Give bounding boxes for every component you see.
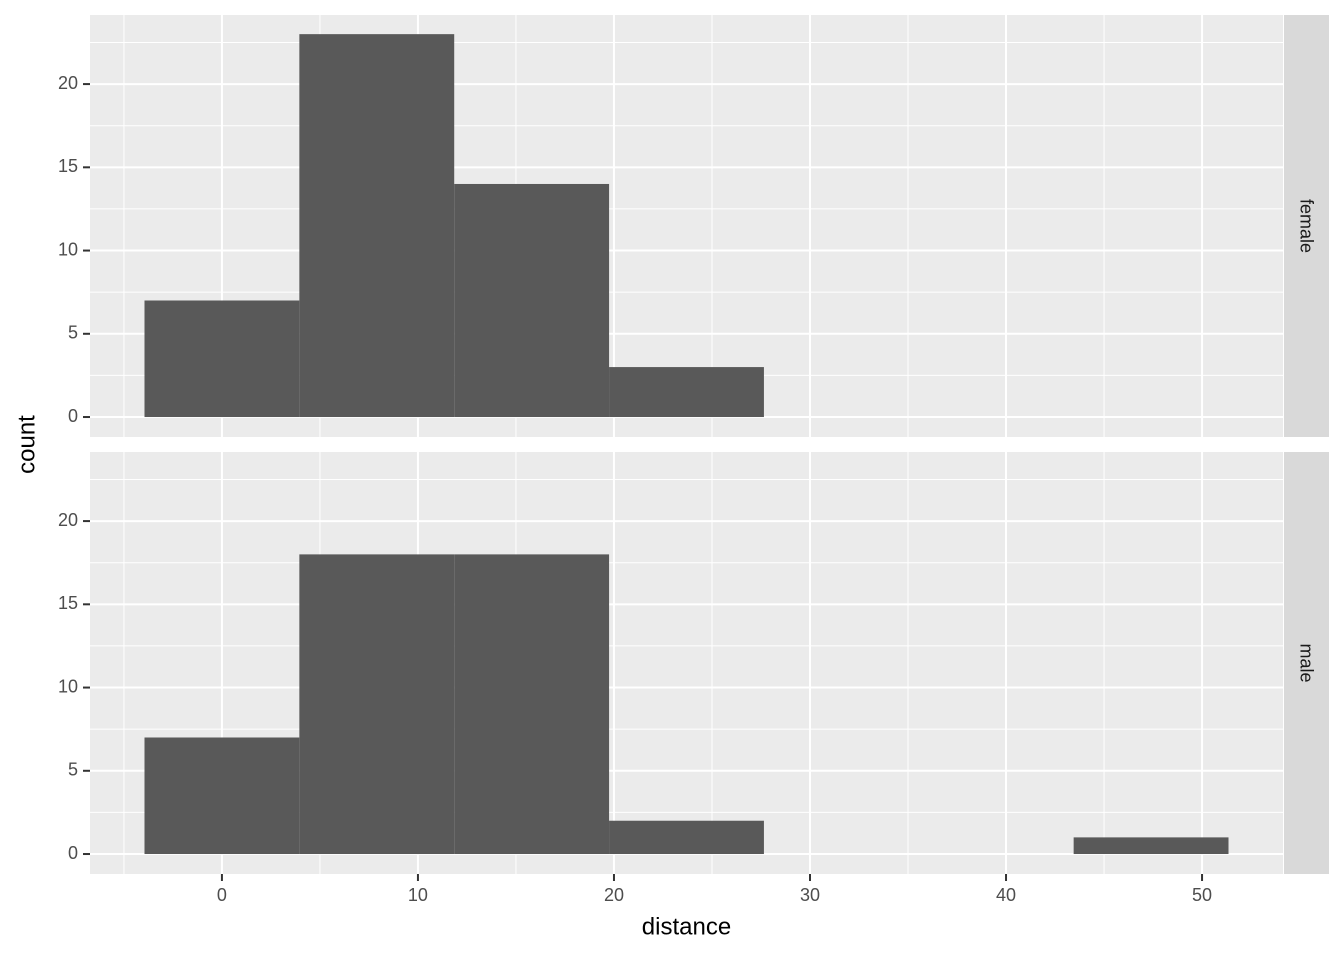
y-axis-title: count [13, 415, 40, 474]
x-tick-label: 40 [996, 885, 1016, 905]
y-tick-label: 10 [58, 239, 78, 259]
bar [1073, 837, 1229, 855]
y-tick-label: 15 [58, 593, 78, 613]
strip-background [1284, 15, 1329, 437]
x-tick-label: 10 [408, 885, 428, 905]
bar [454, 554, 610, 855]
y-tick-label: 20 [58, 73, 78, 93]
x-tick-label: 30 [800, 885, 820, 905]
y-tick-label: 15 [58, 156, 78, 176]
facet-label: female [1296, 199, 1316, 253]
y-tick-label: 0 [68, 843, 78, 863]
y-tick-label: 10 [58, 676, 78, 696]
bar [299, 554, 455, 855]
y-tick-label: 20 [58, 510, 78, 530]
bar [609, 367, 764, 418]
bar [144, 737, 300, 855]
x-tick-label: 20 [604, 885, 624, 905]
strip-background [1284, 452, 1329, 874]
bar [299, 34, 455, 418]
facet-label: male [1296, 643, 1316, 682]
y-tick-label: 5 [68, 323, 78, 343]
bar [609, 820, 764, 855]
x-tick-label: 50 [1192, 885, 1212, 905]
y-tick-label: 0 [68, 406, 78, 426]
y-tick-label: 5 [68, 760, 78, 780]
x-axis-title: distance [642, 913, 731, 940]
bar [454, 183, 610, 418]
bar [144, 300, 300, 418]
x-tick-label: 0 [217, 885, 227, 905]
